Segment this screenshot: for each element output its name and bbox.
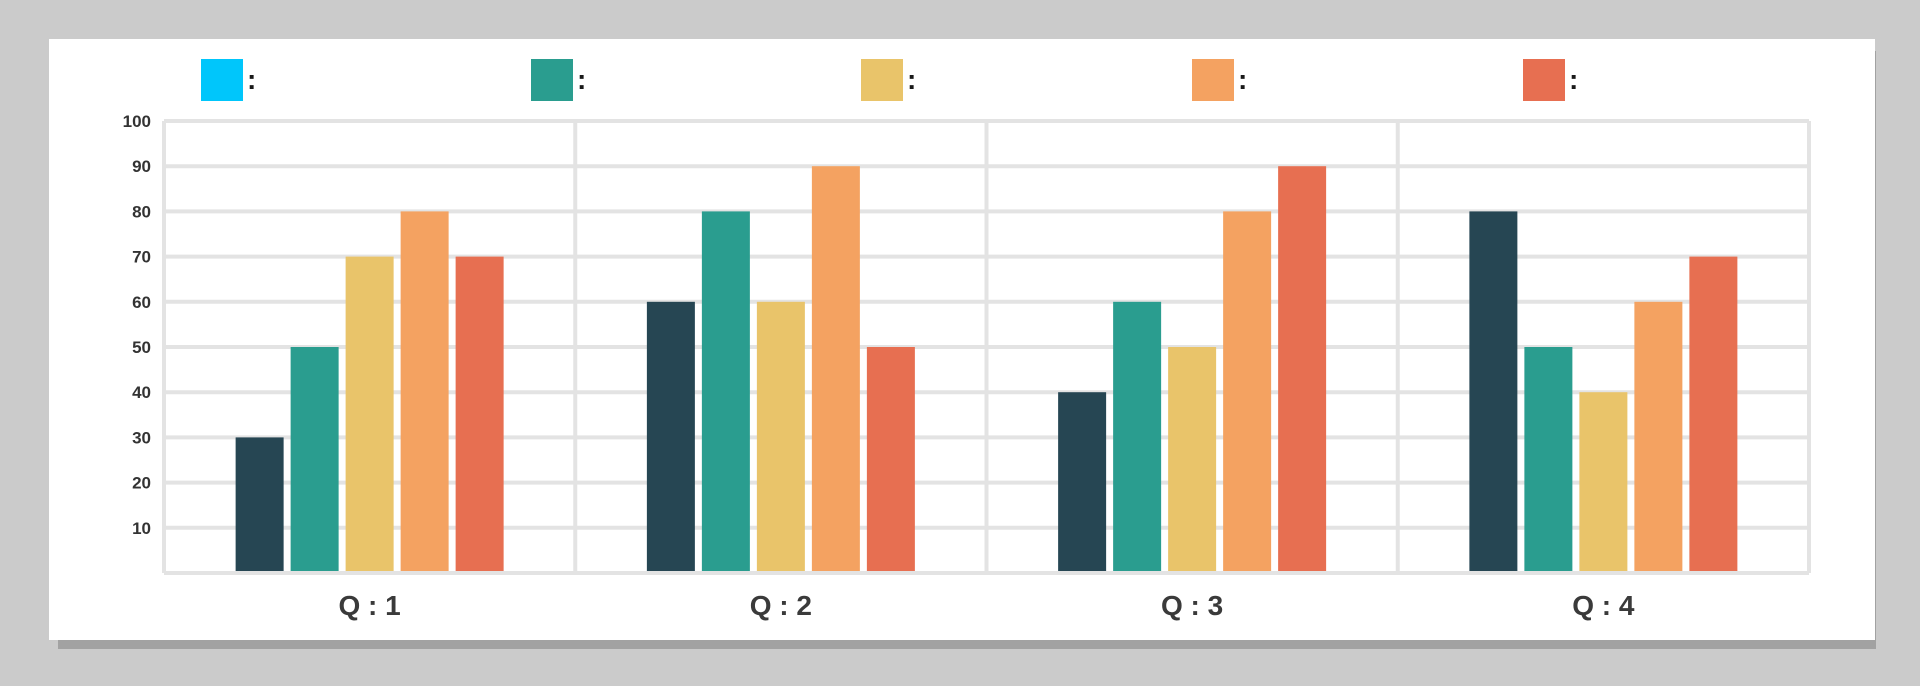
legend-label: : [1238, 64, 1248, 95]
bar [345, 256, 394, 571]
y-tick-label: 60 [132, 293, 151, 312]
bar [290, 347, 339, 571]
bar [646, 301, 695, 571]
bar [701, 211, 750, 571]
legend-swatch [861, 59, 903, 101]
legend-label: : [907, 64, 917, 95]
legend-label: : [577, 64, 587, 95]
y-tick-label: 80 [132, 202, 151, 221]
bar [1524, 347, 1573, 571]
y-tick-label: 10 [132, 519, 151, 538]
bar [400, 211, 449, 571]
y-tick-label: 100 [123, 112, 151, 131]
bar [1634, 301, 1683, 571]
y-tick-label: 30 [132, 428, 151, 447]
legend-swatch [201, 59, 243, 101]
bar [1168, 347, 1217, 571]
bar [1113, 301, 1162, 571]
bar [455, 256, 504, 571]
x-tick-label: Q : 2 [750, 590, 812, 621]
legend-swatch [531, 59, 573, 101]
bar [1579, 392, 1628, 571]
bar [235, 437, 284, 571]
bar [1689, 256, 1738, 571]
x-tick-label: Q : 4 [1572, 590, 1635, 621]
y-tick-label: 50 [132, 338, 151, 357]
legend-swatch [1523, 59, 1565, 101]
bar [1223, 211, 1272, 571]
legend-label: : [247, 64, 257, 95]
x-tick-label: Q : 3 [1161, 590, 1223, 621]
bar [811, 166, 860, 571]
bar [866, 347, 915, 571]
bar [756, 301, 805, 571]
y-tick-label: 20 [132, 474, 151, 493]
y-tick-label: 70 [132, 248, 151, 267]
y-tick-label: 40 [132, 383, 151, 402]
legend-swatch [1192, 59, 1234, 101]
bar [1278, 166, 1327, 571]
y-tick-label: 90 [132, 157, 151, 176]
x-tick-label: Q : 1 [339, 590, 401, 621]
legend-label: : [1569, 64, 1579, 95]
bar [1058, 392, 1107, 571]
bar [1469, 211, 1518, 571]
